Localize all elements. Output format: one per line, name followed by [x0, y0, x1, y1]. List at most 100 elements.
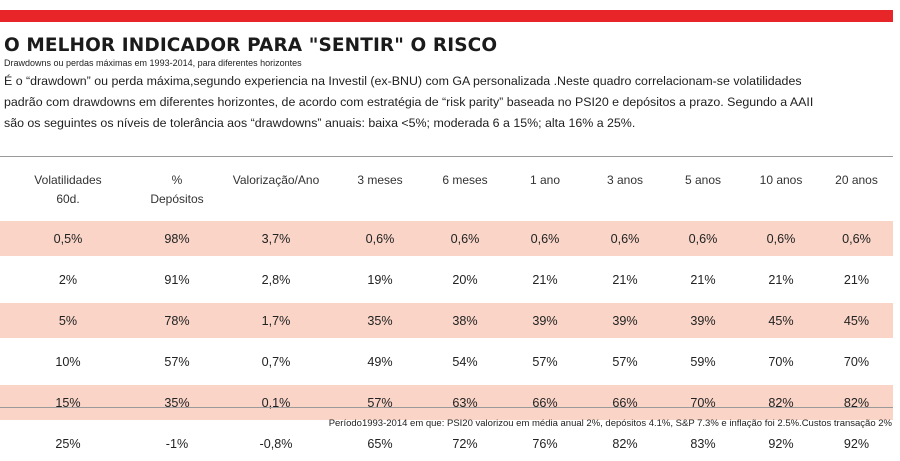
table-cell: 2%	[58, 272, 78, 287]
table-header: Volatilidades 60d.% Depósitos Valorização/A…	[0, 163, 893, 221]
table-cell: 92%	[768, 436, 794, 451]
table-cell: 3,7%	[218, 221, 334, 256]
table-cell: 20%	[452, 272, 478, 287]
table-bottom-divider	[0, 407, 893, 408]
column-header-text: %	[171, 173, 183, 187]
column-header-text: 6 meses	[442, 173, 488, 187]
table-cell: 78%	[136, 303, 218, 338]
column-header: 3 anos	[586, 163, 664, 221]
table-cell: 70%	[768, 354, 794, 369]
table-cell: 57%	[532, 354, 558, 369]
table-cell: 0,6%	[586, 221, 664, 256]
column-header: 10 anos	[742, 163, 820, 221]
table-cell: 2,8%	[261, 272, 291, 287]
table-row: 10% 57% 0,7% 49% 54% 57% 57% 59% 70% 70%	[0, 344, 893, 379]
column-header: 6 meses	[426, 163, 504, 221]
table-cell: 92%	[843, 436, 870, 451]
table-cell: 39%	[586, 303, 664, 338]
table-cell: 1,7%	[218, 303, 334, 338]
column-header-text: 3 meses	[357, 173, 403, 187]
column-header-text: 3 anos	[606, 173, 644, 187]
table-cell: 10%	[55, 354, 81, 369]
table-cell: 0,6%	[664, 221, 742, 256]
table-cell: 25%	[55, 436, 81, 451]
table-cell: 72%	[452, 436, 478, 451]
intro-line: são os seguintes os níveis de tolerância…	[4, 116, 636, 130]
table-cell: 66%	[586, 385, 664, 420]
table-cell: 57%	[164, 354, 190, 369]
column-header: Valorização/Ano	[218, 163, 334, 221]
table-cell: -0,8%	[259, 436, 293, 451]
table-cell: 21%	[690, 272, 716, 287]
column-header-text: 10 anos	[759, 173, 803, 187]
table-cell: 45%	[742, 303, 820, 338]
table-cell: 0,5%	[0, 221, 136, 256]
table-cell: 49%	[367, 354, 393, 369]
table-cell: 38%	[426, 303, 504, 338]
table-cell: 0,6%	[426, 221, 504, 256]
column-header-text: 60d.	[56, 192, 80, 206]
table-row: 25% -1% -0,8% 65% 72% 76% 82% 83% 92% 92%	[0, 426, 893, 461]
column-header: 20 anos	[820, 163, 893, 221]
table-cell: 82%	[820, 385, 893, 420]
header-accent-bar	[0, 10, 893, 22]
table-cell: 65%	[367, 436, 393, 451]
table-row: 0,5% 98% 3,7% 0,6% 0,6% 0,6% 0,6% 0,6% 0,6% 0,6%	[0, 221, 893, 256]
table-cell: 5%	[0, 303, 136, 338]
drawdown-table: Volatilidades 60d.% Depósitos Valorização/A…	[0, 163, 893, 461]
intro-line: É o “drawdown” ou perda máxima,segundo e…	[4, 74, 802, 88]
page-title: O MELHOR INDICADOR PARA "SENTIR" O RISCO	[4, 35, 498, 56]
table-cell: 21%	[532, 272, 558, 287]
column-header: 1 ano	[504, 163, 586, 221]
column-header: % Depósitos	[136, 163, 218, 221]
column-header: 5 anos	[664, 163, 742, 221]
footer-note: Período1993-2014 em que: PSI20 valorizou…	[328, 418, 892, 429]
table-cell: 35%	[136, 385, 218, 420]
table-cell: 21%	[843, 272, 870, 287]
column-header-text: 20 anos	[835, 173, 878, 187]
table-cell: 82%	[742, 385, 820, 420]
column-header-text: 5 anos	[684, 173, 722, 187]
column-header: 3 meses	[334, 163, 426, 221]
table-header-row: Volatilidades 60d.% Depósitos Valorização/A…	[0, 163, 893, 221]
column-header-text: Valorização/Ano	[232, 173, 320, 187]
table-top-divider	[0, 156, 893, 157]
table-cell: 15%	[0, 385, 136, 420]
table-cell: 70%	[664, 385, 742, 420]
intro-line: padrão com drawdowns em diferentes horiz…	[4, 95, 814, 109]
table-cell: 98%	[136, 221, 218, 256]
table-cell: 76%	[532, 436, 558, 451]
column-header: Volatilidades 60d.	[0, 163, 136, 221]
table-cell: 21%	[612, 272, 638, 287]
table-cell: 63%	[426, 385, 504, 420]
table-cell: 70%	[843, 354, 870, 369]
table-row: 15% 35% 0,1% 57% 63% 66% 66% 70% 82% 82%	[0, 385, 893, 420]
table-cell: 19%	[367, 272, 393, 287]
column-header-text: Volatilidades	[34, 173, 102, 187]
intro-paragraph: É o “drawdown” ou perda máxima,segundo e…	[4, 71, 892, 134]
table-cell: 0,1%	[218, 385, 334, 420]
table-cell: 0,6%	[504, 221, 586, 256]
table-cell: 59%	[690, 354, 716, 369]
table-cell: 83%	[690, 436, 716, 451]
table-cell: 0,7%	[261, 354, 291, 369]
page-subtitle: Drawdowns ou perdas máximas em 1993-2014…	[4, 58, 302, 68]
table-cell: 82%	[612, 436, 638, 451]
table-cell: 39%	[504, 303, 586, 338]
table-cell: 21%	[768, 272, 794, 287]
table-cell: 54%	[452, 354, 478, 369]
table-row: 5% 78% 1,7% 35% 38% 39% 39% 39% 45% 45%	[0, 303, 893, 338]
table-cell: 45%	[820, 303, 893, 338]
table-cell: 35%	[334, 303, 426, 338]
column-header-text: 1 ano	[529, 173, 561, 187]
table-cell: 66%	[504, 385, 586, 420]
table-cell: -1%	[165, 436, 189, 451]
column-header-text: Depósitos	[150, 192, 204, 206]
table-cell: 57%	[612, 354, 638, 369]
table-cell: 39%	[664, 303, 742, 338]
table-cell: 57%	[334, 385, 426, 420]
table-cell: 0,6%	[820, 221, 893, 256]
table-cell: 0,6%	[742, 221, 820, 256]
table-row: 2% 91% 2,8% 19% 20% 21% 21% 21% 21% 21%	[0, 262, 893, 297]
table-cell: 91%	[164, 272, 190, 287]
